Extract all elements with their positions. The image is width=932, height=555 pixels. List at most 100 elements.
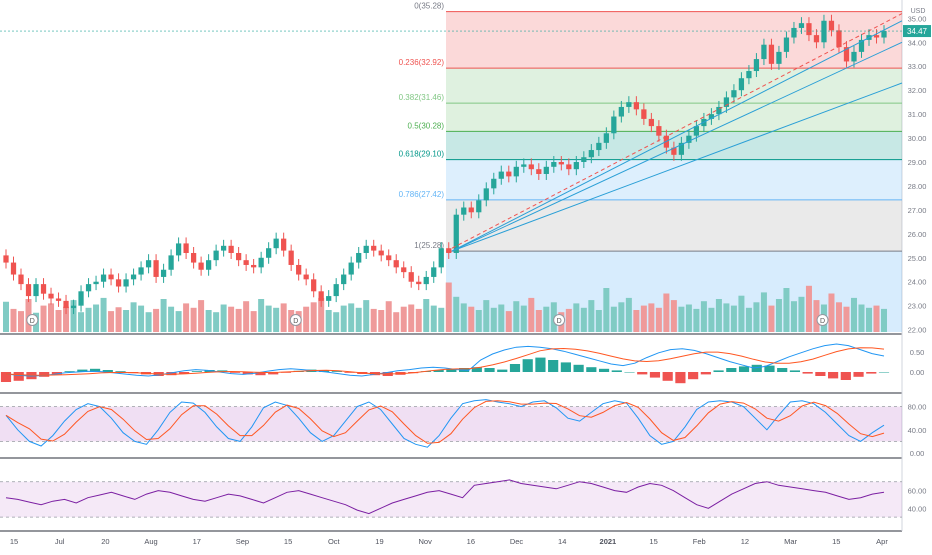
volume-bar bbox=[610, 306, 617, 332]
volume-bar bbox=[423, 299, 430, 332]
macd-histogram-bar bbox=[573, 364, 584, 372]
macd-histogram-bar bbox=[764, 365, 775, 372]
macd-histogram-bar bbox=[751, 364, 762, 372]
candle-body bbox=[356, 252, 362, 263]
candle-body bbox=[190, 252, 197, 263]
trend-line bbox=[451, 41, 903, 252]
candle-body bbox=[543, 166, 549, 174]
price-tick: 22.00 bbox=[908, 326, 927, 335]
dividend-marker bbox=[26, 314, 39, 326]
candle-body bbox=[453, 214, 459, 253]
volume-bar bbox=[678, 306, 685, 332]
candle-body bbox=[438, 248, 444, 268]
candle-body bbox=[160, 269, 167, 277]
candle-body bbox=[851, 51, 857, 62]
candle-body bbox=[806, 23, 812, 36]
candle-body bbox=[10, 262, 17, 275]
volume-bar bbox=[595, 310, 602, 332]
macd-histogram-bar bbox=[713, 370, 724, 372]
volume-bar bbox=[303, 306, 310, 332]
x-tick: 12 bbox=[741, 537, 749, 546]
volume-bar bbox=[738, 295, 745, 332]
volume-bar bbox=[468, 306, 475, 332]
price-tick: 33.00 bbox=[908, 62, 927, 71]
volume-bar bbox=[115, 307, 122, 332]
candle-body bbox=[461, 207, 467, 215]
volume-bar bbox=[145, 312, 152, 332]
macd-histogram-bar bbox=[179, 372, 190, 374]
volume-bar bbox=[213, 312, 220, 332]
candle-body bbox=[656, 126, 662, 136]
candle-body bbox=[746, 71, 752, 79]
candle-body bbox=[48, 293, 54, 299]
candle-body bbox=[205, 260, 212, 270]
volume-bar bbox=[858, 304, 865, 332]
macd-histogram-bar bbox=[522, 359, 533, 372]
x-tick: 16 bbox=[467, 537, 475, 546]
volume-bar bbox=[850, 297, 857, 332]
candle-body bbox=[836, 30, 842, 48]
stoch-d-line bbox=[5, 400, 885, 444]
macd-histogram-bar bbox=[0, 372, 12, 382]
candle-body bbox=[536, 169, 542, 174]
macd-histogram-bar bbox=[598, 368, 610, 372]
macd-histogram-bar bbox=[878, 372, 890, 373]
volume-bar bbox=[160, 299, 167, 332]
volume-bar bbox=[843, 306, 850, 332]
rsi-band bbox=[0, 481, 902, 518]
fib-label: 0.618(29.10) bbox=[399, 150, 445, 159]
x-tick: 14 bbox=[558, 537, 566, 546]
volume-bar bbox=[243, 301, 250, 332]
candle-body bbox=[798, 23, 805, 28]
candle-body bbox=[393, 260, 399, 268]
macd-histogram-bar bbox=[51, 372, 62, 375]
volume-bar bbox=[708, 307, 715, 332]
rsi-tick: 60.00 bbox=[908, 487, 927, 496]
volume-bar bbox=[265, 305, 272, 332]
volume-bar bbox=[880, 308, 888, 332]
macd-line bbox=[5, 343, 885, 377]
dividend-label: D bbox=[30, 318, 35, 325]
candle-body bbox=[723, 97, 730, 107]
macd-histogram-bar bbox=[840, 372, 851, 380]
volume-bar bbox=[235, 308, 242, 332]
macd-histogram-bar bbox=[39, 372, 50, 377]
stoch-tick: 0.00 bbox=[910, 449, 925, 458]
macd-signal-line bbox=[5, 347, 885, 376]
x-tick: 15 bbox=[284, 537, 292, 546]
trend-line bbox=[451, 20, 903, 252]
candle-body bbox=[318, 291, 324, 301]
x-tick: 15 bbox=[10, 537, 18, 546]
x-tick: 2021 bbox=[600, 537, 617, 546]
volume-bar bbox=[813, 300, 820, 332]
volume-bar bbox=[78, 312, 85, 332]
stoch-k-line bbox=[5, 399, 885, 448]
price-tick: 26.00 bbox=[908, 230, 927, 239]
macd-histogram-bar bbox=[688, 372, 699, 380]
candle-body bbox=[708, 114, 715, 119]
volume-bar bbox=[693, 308, 700, 332]
macd-histogram-bar bbox=[319, 370, 330, 372]
volume-bar bbox=[400, 306, 407, 332]
dividend-label: D bbox=[820, 318, 825, 325]
candle-body bbox=[333, 284, 339, 297]
volume-bar bbox=[655, 307, 662, 332]
macd-tick: 0.00 bbox=[910, 368, 925, 377]
volume-bar bbox=[100, 297, 107, 332]
candle-body bbox=[858, 39, 865, 52]
volume-bar bbox=[40, 305, 47, 332]
volume-bar bbox=[250, 311, 257, 332]
x-tick: 15 bbox=[649, 537, 657, 546]
price-tick: 35.00 bbox=[908, 14, 927, 23]
candle-body bbox=[611, 116, 617, 134]
price-tick: 27.00 bbox=[908, 206, 927, 215]
candle-body bbox=[648, 118, 654, 127]
volume-bar bbox=[363, 300, 370, 332]
candle-body bbox=[843, 47, 850, 62]
macd-histogram-bar bbox=[191, 371, 202, 372]
volume-bar bbox=[55, 310, 62, 332]
x-tick: Oct bbox=[328, 537, 341, 546]
volume-bar bbox=[228, 306, 235, 332]
volume-bar bbox=[430, 305, 437, 332]
macd-histogram-bar bbox=[637, 372, 648, 375]
